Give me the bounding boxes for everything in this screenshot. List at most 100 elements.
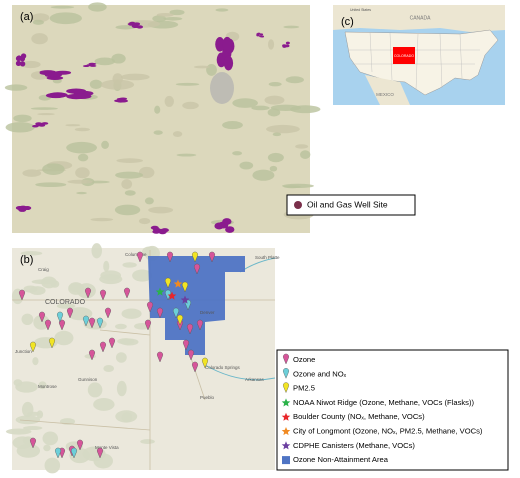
panel-label: (c) (341, 16, 354, 28)
terrain (87, 382, 103, 398)
niwot-ridge-site (155, 287, 165, 296)
cdphe-site (180, 295, 190, 304)
terrain (22, 169, 42, 177)
terrain (27, 411, 41, 416)
terrain (50, 5, 75, 9)
well-site-cluster (136, 25, 144, 29)
pm25-site (30, 341, 36, 353)
terrain (154, 105, 161, 114)
place-label: Denver (200, 310, 215, 315)
road (99, 329, 151, 336)
pm25-site (165, 277, 171, 289)
place-label: COLORADO (394, 54, 414, 58)
well-site-cluster (71, 93, 92, 99)
terrain (144, 197, 154, 205)
well-site-cluster (23, 206, 32, 211)
well-site-cluster (20, 53, 27, 59)
terrain (103, 260, 110, 272)
terrain (31, 13, 50, 23)
terrain (65, 124, 81, 127)
terrain (267, 108, 281, 117)
longmont-site (173, 279, 183, 288)
terrain (13, 114, 32, 123)
well-site-cluster (158, 230, 167, 235)
legend-b (276, 349, 509, 471)
place-label: Arkansas (245, 377, 265, 382)
terrain (23, 426, 43, 431)
ozone-site (89, 317, 95, 329)
pm25-site (202, 357, 208, 369)
ozone-nox-site (173, 307, 179, 319)
terrain (75, 167, 90, 179)
legend-label: NOAA Niwot Ridge (Ozone, Methane, VOCs (… (293, 398, 475, 407)
well-site-cluster (150, 225, 159, 230)
place-label: COLORADO (45, 299, 86, 306)
terrain (44, 457, 61, 474)
ozone-site (77, 439, 83, 451)
terrain (268, 81, 282, 87)
terrain (42, 431, 59, 446)
terrain (175, 82, 200, 86)
well-site-cluster (222, 36, 232, 52)
terrain (163, 16, 183, 21)
terrain (31, 33, 48, 45)
legend-label: Ozone Non-Attainment Area (293, 455, 389, 464)
terrain (38, 381, 47, 390)
terrain (121, 308, 142, 319)
ozone-site (39, 311, 45, 323)
terrain (21, 313, 34, 326)
terrain (264, 95, 285, 105)
terrain (54, 330, 74, 346)
well-site-cluster (259, 33, 264, 36)
well-site-cluster (15, 205, 24, 210)
terrain (33, 314, 50, 330)
ozone-site (188, 349, 194, 361)
ozone-site (197, 319, 203, 331)
well-site-cluster (215, 36, 225, 52)
terrain (13, 379, 23, 387)
ozone-site (145, 319, 151, 331)
ozone-nox-site (57, 311, 63, 323)
terrain (193, 65, 210, 69)
non-attainment-area (148, 256, 245, 355)
ozone-site (187, 323, 193, 335)
terrain (66, 141, 98, 154)
terrain (88, 2, 107, 12)
terrain (281, 183, 315, 189)
terrain (4, 84, 28, 91)
legend-icon (283, 382, 289, 394)
terrain (20, 251, 43, 256)
place-label: Gunnison (78, 377, 98, 382)
canada (333, 5, 505, 32)
terrain (100, 79, 135, 90)
well-site-cluster (259, 35, 263, 38)
mexico (365, 75, 410, 105)
well-site-cluster (222, 218, 232, 225)
map-a-features (4, 2, 321, 235)
ozone-site (124, 287, 130, 299)
well-site-cluster (41, 122, 49, 125)
ozone-nox-site (71, 447, 77, 459)
state-line (459, 33, 463, 79)
legend-label: CDPHE Canisters (Methane, VOCs) (293, 441, 415, 450)
terrain (5, 428, 32, 435)
place-label: South Platte (255, 255, 280, 260)
terrain (269, 165, 278, 172)
terrain (77, 153, 89, 162)
well-site-cluster (66, 88, 87, 94)
terrain (206, 63, 217, 76)
road (189, 354, 206, 401)
ozone-site (137, 251, 143, 263)
urban-area (210, 72, 234, 104)
legend-a-marker (294, 201, 302, 209)
terrain (100, 270, 122, 281)
terrain (153, 130, 163, 135)
ozone-nox-site (55, 447, 61, 459)
terrain (90, 217, 114, 222)
well-site-cluster (15, 55, 22, 62)
terrain (232, 98, 258, 108)
legend-label: PM2.5 (293, 384, 315, 393)
terrain (268, 39, 275, 50)
map-a-background (12, 5, 310, 233)
